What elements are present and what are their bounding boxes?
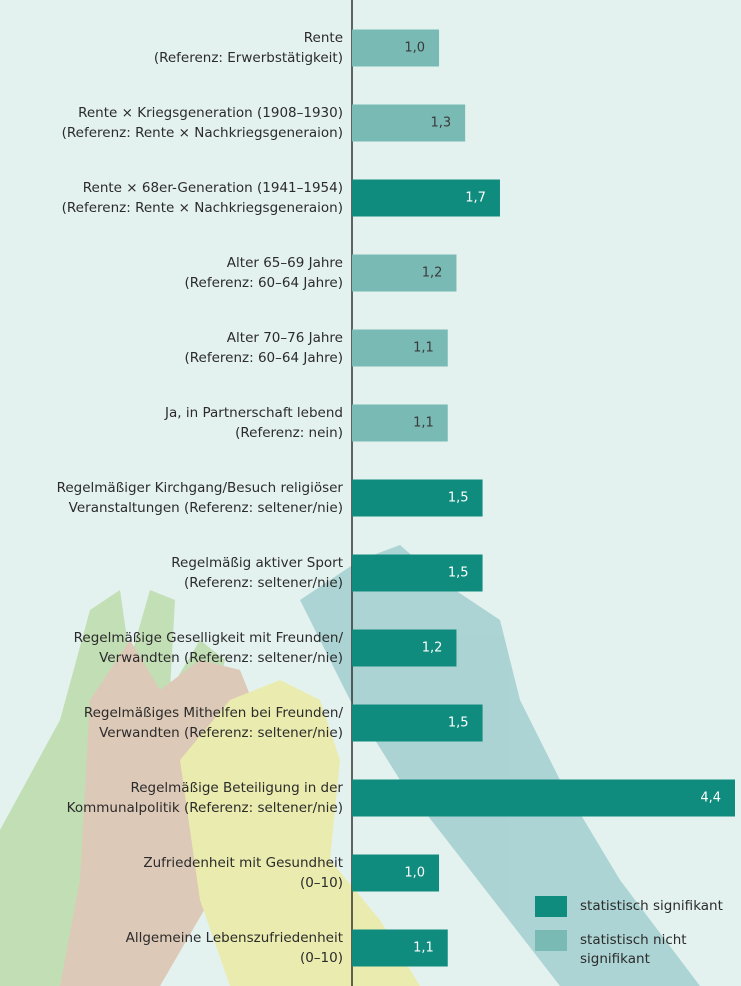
category-label: Regelmäßige Beteiligung in der [130,780,343,796]
category-label: Alter 65–69 Jahre [227,255,343,271]
category-label: Regelmäßig aktiver Sport [171,555,343,571]
bar [352,104,466,142]
bar [352,254,457,292]
category-label: (Referenz: 60–64 Jahre) [185,350,343,366]
value-label: 1,3 [430,116,451,131]
bar [352,779,735,817]
value-label: 1,5 [448,566,469,581]
value-label: 1,5 [448,716,469,731]
category-label: Rente [304,30,343,46]
legend-label: statistisch nicht [580,932,687,948]
value-label: 4,4 [700,791,721,806]
category-label: (Referenz: nein) [235,425,343,441]
bar [352,554,483,592]
value-label: 1,1 [413,941,434,956]
category-label: Regelmäßiger Kirchgang/Besuch religiöser [57,480,344,496]
legend-swatch [535,896,567,917]
legend-label: statistisch signifikant [580,898,723,914]
category-label: Regelmäßiges Mithelfen bei Freunden/ [84,705,344,721]
value-label: 1,2 [422,266,443,281]
category-label: Zufriedenheit mit Gesundheit [143,855,343,871]
value-label: 1,1 [413,416,434,431]
category-label: (0–10) [300,875,343,891]
bar [352,29,440,67]
legend-label: signifikant [580,951,650,967]
bar [352,704,483,742]
category-label: Veranstaltungen (Referenz: seltener/nie) [69,500,343,516]
category-label: Regelmäßige Geselligkeit mit Freunden/ [74,630,344,646]
bar [352,179,500,217]
bar [352,854,440,892]
category-label: Kommunalpolitik (Referenz: seltener/nie) [67,800,343,816]
bar [352,929,448,967]
decoration [0,545,700,986]
category-label: Alter 70–76 Jahre [227,330,343,346]
value-label: 1,7 [465,191,486,206]
category-label: Ja, in Partnerschaft lebend [164,405,343,421]
value-label: 1,0 [404,41,425,56]
category-label: Verwandten (Referenz: seltener/nie) [99,725,343,741]
category-label: Verwandten (Referenz: seltener/nie) [99,650,343,666]
category-label: Allgemeine Lebenszufriedenheit [126,930,343,946]
value-label: 1,2 [422,641,443,656]
category-label: (Referenz: seltener/nie) [184,575,343,591]
value-label: 1,5 [448,491,469,506]
value-label: 1,1 [413,341,434,356]
category-label: (Referenz: Rente × Nachkriegsgeneraion) [62,125,343,141]
bar [352,329,448,367]
value-label: 1,0 [404,866,425,881]
category-label: Rente × Kriegsgeneration (1908–1930) [78,105,343,121]
legend-swatch [535,930,567,951]
category-label: (Referenz: Rente × Nachkriegsgeneraion) [62,200,343,216]
bar [352,479,483,517]
bar [352,404,448,442]
category-label: (0–10) [300,950,343,966]
category-label: (Referenz: 60–64 Jahre) [185,275,343,291]
category-label: Rente × 68er-Generation (1941–1954) [83,180,343,196]
category-label: (Referenz: Erwerbstätigkeit) [154,50,343,66]
bar [352,629,457,667]
